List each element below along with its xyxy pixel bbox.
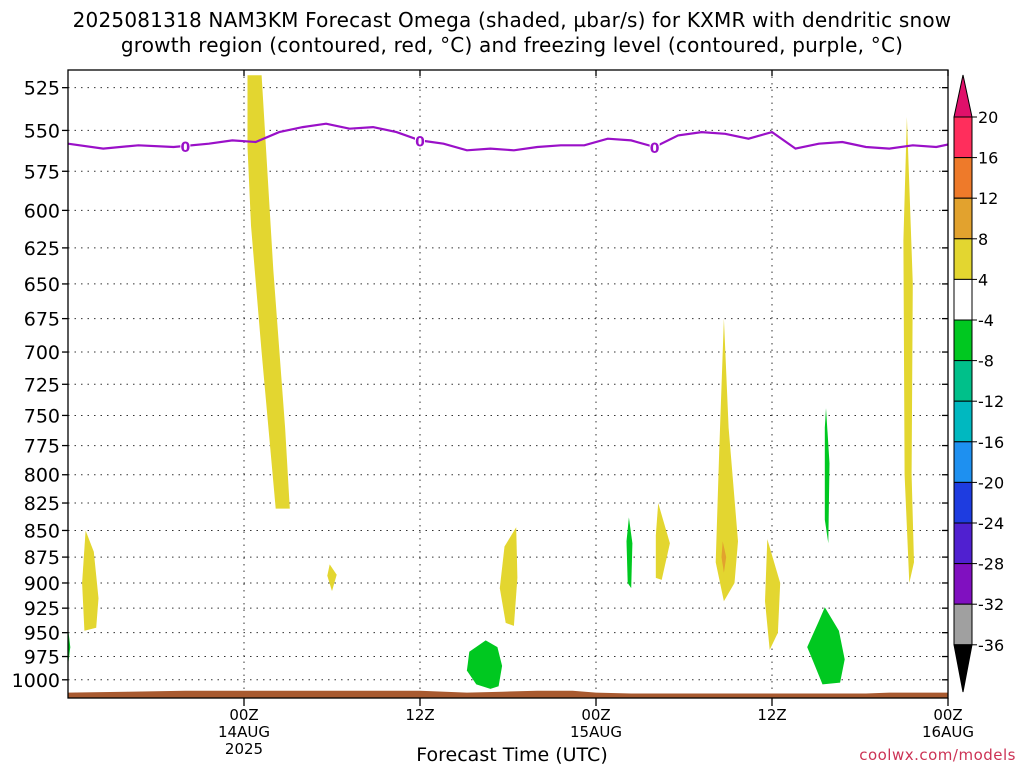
chart-title-line-2: growth region (contoured, red, °C) and f…: [120, 33, 904, 57]
x-tick-label: 16AUG: [922, 723, 974, 741]
colorbar-label: -32: [978, 595, 1004, 614]
colorbar-segment: [953, 278, 973, 321]
y-tick-label: 850: [24, 520, 60, 542]
colorbar-label: -16: [978, 433, 1004, 452]
omega-region: [721, 541, 727, 573]
freezing-level-label: 0: [180, 140, 190, 156]
plot-area: [68, 70, 948, 698]
omega-region: [82, 530, 99, 631]
omega-region: [807, 607, 845, 685]
colorbar-segment: [953, 319, 973, 362]
x-axis-title: Forecast Time (UTC): [416, 744, 608, 766]
y-tick-label: 575: [24, 161, 60, 183]
omega-region: [903, 117, 914, 583]
freezing-level-label: 0: [415, 134, 425, 150]
omega-region: [824, 408, 830, 544]
colorbar-segment: [953, 360, 973, 402]
y-tick-label: 525: [24, 78, 60, 100]
y-tick-label: 900: [24, 573, 60, 595]
colorbar-segment: [953, 157, 973, 199]
y-tick-label: 825: [24, 493, 60, 515]
y-tick-label: 775: [24, 436, 60, 458]
colorbar-segment: [953, 563, 973, 605]
colorbar-top-arrow: [953, 74, 973, 118]
x-tick-label: 00Z: [581, 706, 610, 724]
x-tick-label: 15AUG: [570, 723, 622, 741]
colorbar-segment: [953, 522, 973, 565]
freezing-level-label-bg: [415, 132, 425, 149]
freezing-level-line: [68, 122, 948, 152]
credit-link[interactable]: coolwx.com/models: [859, 746, 1016, 764]
colorbar-segment: [953, 116, 973, 159]
colorbar-bottom-arrow: [953, 644, 973, 693]
omega-region: [715, 318, 738, 602]
y-tick-label: 700: [24, 342, 60, 364]
colorbar-label: 20: [978, 108, 998, 127]
y-tick-label: 975: [24, 647, 60, 669]
y-tick-label: 750: [24, 405, 60, 427]
x-tick-label: 14AUG: [218, 723, 270, 741]
colorbar-label: -20: [978, 473, 1004, 492]
colorbar-label: -8: [978, 352, 994, 371]
omega-region: [466, 640, 503, 689]
freezing-level-label-bg: [649, 138, 660, 155]
omega-region: [765, 539, 781, 650]
colorbar-label: 12: [978, 189, 998, 208]
colorbar-label: -28: [978, 555, 1004, 574]
x-tick-label: 12Z: [405, 706, 434, 724]
colorbar-segment: [953, 603, 973, 646]
chart-title-line-1: 2025081318 NAM3KM Forecast Omega (shaded…: [72, 8, 952, 32]
omega-region: [626, 517, 633, 589]
x-tick-label: 00Z: [229, 706, 258, 724]
x-tick-label: 12Z: [757, 706, 786, 724]
omega-region: [655, 503, 670, 580]
y-tick-label: 675: [24, 309, 60, 331]
y-tick-label: 550: [24, 120, 60, 142]
x-tick-label: 2025: [225, 740, 263, 758]
colorbar-label: 8: [978, 230, 988, 249]
colorbar-segment: [953, 441, 973, 483]
y-tick-label: 1000: [12, 670, 60, 692]
colorbar-label: 16: [978, 149, 998, 168]
y-tick-label: 650: [24, 274, 60, 296]
y-tick-label: 950: [24, 623, 60, 645]
omega-region: [247, 75, 290, 509]
colorbar-label: -24: [978, 514, 1004, 533]
colorbar-segment: [953, 197, 973, 240]
x-tick-label: 00Z: [933, 706, 962, 724]
y-tick-label: 625: [24, 238, 60, 260]
freezing-level-label: 0: [650, 141, 660, 157]
terrain-fill: [68, 690, 948, 698]
colorbar-label: 4: [978, 270, 988, 289]
y-tick-label: 600: [24, 200, 60, 222]
y-tick-label: 800: [24, 465, 60, 487]
y-tick-label: 925: [24, 598, 60, 620]
y-tick-label: 725: [24, 374, 60, 396]
colorbar-label: -4: [978, 311, 994, 330]
colorbar-label: -12: [978, 392, 1004, 411]
colorbar-segment: [953, 481, 973, 524]
colorbar-label: -36: [978, 636, 1004, 655]
colorbar-segment: [953, 238, 973, 280]
y-tick-label: 875: [24, 547, 60, 569]
colorbar-segment: [953, 400, 973, 443]
omega-region: [499, 527, 518, 626]
omega-region: [327, 564, 337, 592]
freezing-level-label-bg: [180, 137, 191, 154]
